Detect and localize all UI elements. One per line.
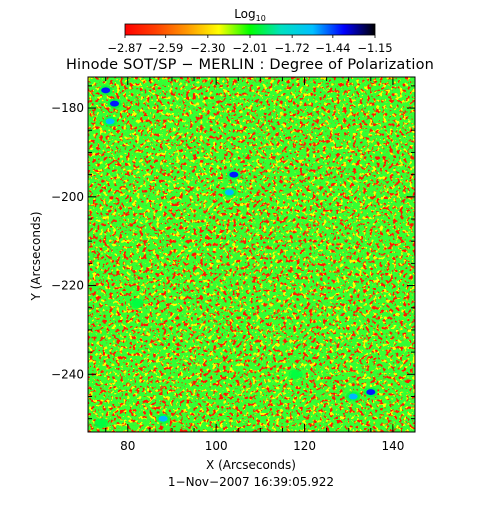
- plot-frame: [87, 76, 416, 433]
- y-tick-label: −220: [51, 279, 84, 293]
- y-axis-label: Y (Arcseconds): [29, 211, 43, 301]
- colorbar-tick-label: −2.30: [190, 41, 225, 55]
- y-tick-label: −180: [51, 101, 84, 115]
- feature-patch: [224, 189, 234, 196]
- feature-patch: [348, 393, 358, 400]
- x-tick-label: 140: [381, 439, 404, 453]
- colorbar-tick-label: −2.87: [107, 41, 142, 55]
- y-tick-label: −200: [51, 190, 84, 204]
- x-tick-label: 100: [205, 439, 228, 453]
- feature-patch: [366, 389, 376, 396]
- x-tick-label: 80: [120, 439, 135, 453]
- heatmap-plot: [88, 77, 415, 432]
- x-axis-label: X (Arcseconds): [206, 458, 296, 472]
- colorbar-tick-label: −1.15: [357, 41, 392, 55]
- y-tick-label: −240: [51, 367, 84, 381]
- heatmap-speckle: [88, 77, 415, 432]
- x-axis: 80 100 120 140: [105, 77, 416, 453]
- chart-title: Hinode SOT/SP − MERLIN : Degree of Polar…: [66, 57, 434, 73]
- y-axis: −180 −200 −220 −240: [51, 85, 415, 420]
- timestamp: 1−Nov−2007 16:39:05.922: [168, 475, 334, 489]
- feature-patch: [158, 415, 168, 422]
- feature-patch: [96, 420, 106, 427]
- heatmap-features: [94, 85, 378, 429]
- colorbar-tick-label: −2.01: [232, 41, 267, 55]
- colorbar-ticks: −2.87 −2.59 −2.30 −2.01 −1.72 −1.44 −1.15: [107, 35, 393, 55]
- colorbar-label: Log10: [234, 7, 266, 23]
- feature-patch: [105, 118, 115, 125]
- feature-patch: [101, 87, 111, 94]
- feature-patch: [291, 371, 301, 378]
- colorbar-tick-label: −2.59: [148, 41, 183, 55]
- colorbar-tick-label: −1.72: [275, 41, 310, 55]
- colorbar: [124, 23, 376, 36]
- x-tick-label: 120: [293, 439, 316, 453]
- feature-patch: [229, 171, 239, 178]
- feature-patch: [132, 300, 142, 307]
- colorbar-tick-label: −1.44: [315, 41, 350, 55]
- feature-patch: [110, 100, 120, 107]
